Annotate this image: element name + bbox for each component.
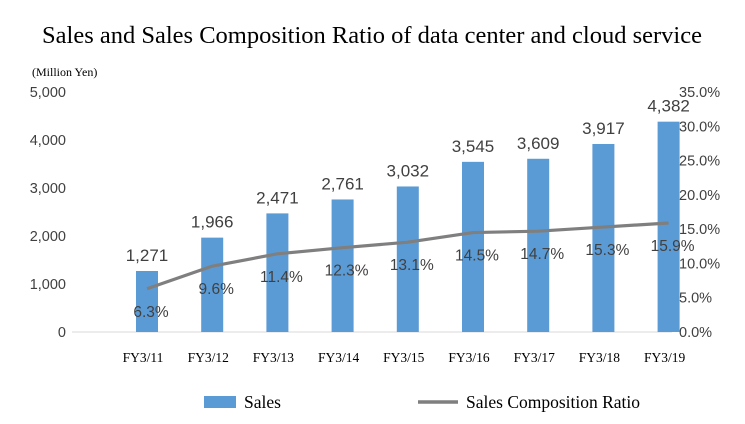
sales-data-label: 3,545 <box>452 137 495 156</box>
ratio-data-label: 9.6% <box>199 281 235 298</box>
sales-bar <box>201 237 224 332</box>
sales-bar <box>266 213 289 332</box>
sales-data-label: 3,609 <box>517 134 560 153</box>
x-axis-tick-label: FY3/15 <box>383 350 425 365</box>
x-axis-tick-label: FY3/14 <box>318 350 360 365</box>
x-axis-ticks: FY3/11 FY3/12 FY3/13 FY3/14 FY3/15 FY3/16 FY3/… <box>123 350 686 365</box>
right-axis-tick-label: 15.0% <box>679 222 720 238</box>
left-axis-tick-label: 2,000 <box>30 229 66 245</box>
chart-title: Sales and Sales Composition Ratio of dat… <box>42 22 702 49</box>
ratio-line-group <box>146 221 669 291</box>
sales-data-label: 1,966 <box>191 213 234 232</box>
ratio-data-labels: 6.3% 9.6% 11.4% 12.3% 13.1% 14.5% 14.7% 15.3% 15… <box>133 238 694 321</box>
ratio-data-label: 14.7% <box>520 246 564 263</box>
sales-data-label: 4,382 <box>647 97 690 116</box>
sales-data-label: 3,032 <box>387 161 430 180</box>
x-axis-tick-label: FY3/13 <box>253 350 295 365</box>
ratio-data-label: 6.3% <box>133 304 169 321</box>
x-axis-tick-label: FY3/18 <box>579 350 621 365</box>
x-axis-tick-label: FY3/12 <box>188 350 229 365</box>
sales-bar <box>396 186 419 332</box>
left-axis-tick-label: 4,000 <box>30 133 66 149</box>
legend-sales-label: Sales <box>244 392 281 412</box>
unit-label: (Million Yen) <box>32 65 97 79</box>
sales-bars <box>136 121 680 332</box>
sales-data-label: 2,471 <box>256 188 299 207</box>
sales-bar <box>331 199 354 332</box>
right-axis-tick-label: 35.0% <box>679 85 720 101</box>
left-axis-tick-label: 3,000 <box>30 181 66 197</box>
x-axis-tick-label: FY3/16 <box>448 350 490 365</box>
right-axis: 0.0% 5.0% 10.0% 15.0% 20.0% 25.0% 30.0% 35.0% <box>679 85 720 341</box>
x-axis-tick-label: FY3/19 <box>644 350 686 365</box>
sales-bar <box>136 270 158 332</box>
left-axis-tick-label: 5,000 <box>30 85 66 101</box>
right-axis-tick-label: 30.0% <box>679 119 720 135</box>
ratio-data-label: 11.4% <box>260 269 303 286</box>
left-axis: 0 1,000 2,000 3,000 4,000 5,000 <box>30 85 66 341</box>
sales-bar <box>592 143 615 332</box>
legend: Sales Sales Composition Ratio <box>204 392 640 412</box>
ratio-data-label: 14.5% <box>455 248 499 265</box>
sales-bar <box>657 121 680 332</box>
x-axis-tick-label: FY3/17 <box>514 350 556 365</box>
ratio-data-label: 15.3% <box>585 242 629 259</box>
sales-data-label: 2,761 <box>321 174 364 193</box>
right-axis-tick-label: 20.0% <box>679 188 720 204</box>
ratio-line <box>146 221 669 291</box>
legend-ratio-label: Sales Composition Ratio <box>466 392 640 412</box>
right-axis-tick-label: 0.0% <box>679 325 712 341</box>
ratio-data-label: 13.1% <box>390 257 434 274</box>
sales-data-label: 3,917 <box>582 119 625 138</box>
ratio-data-label: 12.3% <box>325 263 369 280</box>
legend-sales-swatch <box>204 396 236 408</box>
left-axis-tick-label: 1,000 <box>30 277 66 293</box>
right-axis-tick-label: 10.0% <box>679 256 720 272</box>
sales-bar <box>462 161 484 332</box>
right-axis-tick-label: 25.0% <box>679 154 720 170</box>
x-axis-tick-label: FY3/11 <box>123 350 164 365</box>
sales-data-label: 1,271 <box>126 246 169 265</box>
left-axis-tick-label: 0 <box>58 325 66 341</box>
right-axis-tick-label: 5.0% <box>679 291 712 307</box>
sales-bar <box>527 158 550 332</box>
ratio-data-label: 15.9% <box>651 238 695 255</box>
sales-data-labels: 1,271 1,966 2,471 2,761 3,032 3,545 3,609 3,917… <box>126 97 690 265</box>
